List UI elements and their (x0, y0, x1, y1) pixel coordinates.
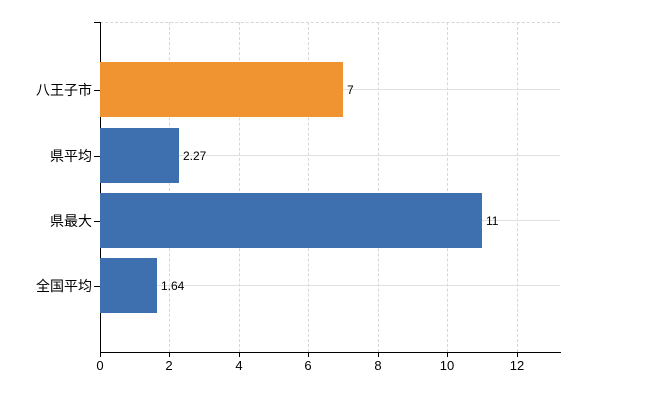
x-tick-label: 8 (374, 358, 382, 373)
x-tick-label: 12 (509, 358, 525, 373)
vertical-gridline (169, 22, 170, 352)
vertical-gridline (378, 22, 379, 352)
x-axis-tick (447, 352, 448, 357)
x-axis-tick (308, 352, 309, 357)
bar-value-label: 11 (486, 213, 499, 228)
plot-area: 7 2.27 11 1.64 (100, 22, 560, 352)
horizontal-gridline (100, 155, 560, 156)
x-axis-line (100, 352, 561, 353)
bar-value-label: 7 (347, 82, 354, 97)
vertical-gridline (447, 22, 448, 352)
x-tick-label: 2 (165, 358, 173, 373)
plot-top-border (100, 22, 560, 23)
bar (100, 62, 343, 117)
category-label: 八王子市 (36, 81, 92, 98)
category-label: 県平均 (50, 147, 92, 164)
x-tick-label: 4 (235, 358, 243, 373)
vertical-gridline (239, 22, 240, 352)
category-label: 県最大 (50, 212, 92, 229)
bar (100, 128, 179, 183)
x-axis-tick (100, 352, 101, 357)
bar (100, 258, 157, 313)
x-axis-tick (378, 352, 379, 357)
bar-value-label: 1.64 (161, 278, 185, 293)
horizontal-gridline (100, 285, 560, 286)
x-tick-label: 10 (439, 358, 455, 373)
x-tick-label: 6 (304, 358, 312, 373)
vertical-gridline (517, 22, 518, 352)
x-tick-label: 0 (96, 358, 104, 373)
category-label: 全国平均 (36, 277, 92, 294)
bar-value-label: 2.27 (183, 148, 207, 163)
bar (100, 193, 482, 248)
x-axis-tick (517, 352, 518, 357)
vertical-gridline (308, 22, 309, 352)
x-axis-tick (169, 352, 170, 357)
x-axis-tick (239, 352, 240, 357)
